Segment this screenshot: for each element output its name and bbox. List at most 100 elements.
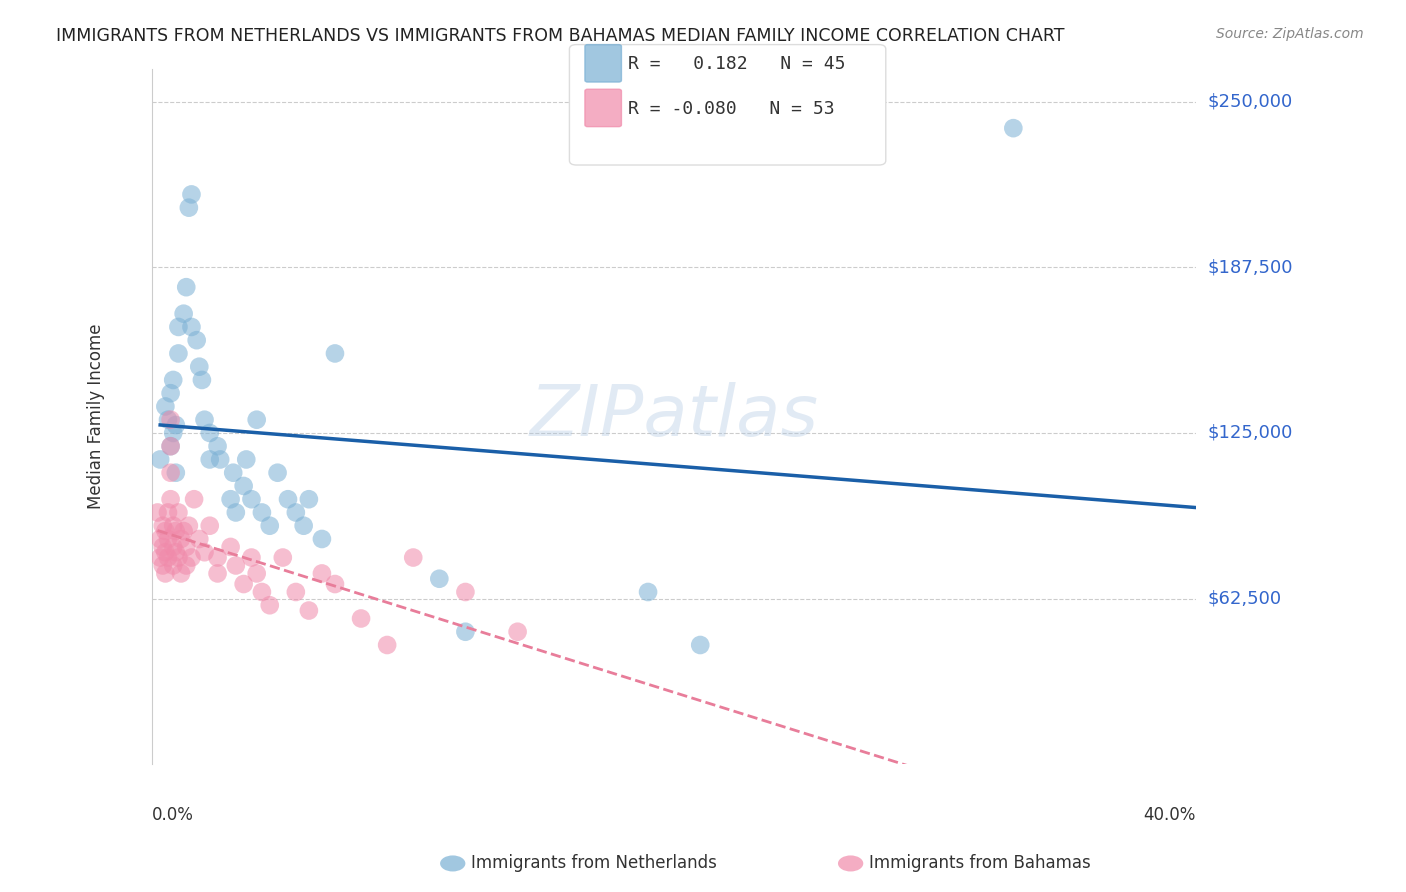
Text: $125,000: $125,000 — [1208, 424, 1292, 442]
Point — [375, 638, 398, 652]
Point — [259, 599, 281, 613]
Point — [149, 532, 172, 546]
Point — [159, 492, 181, 507]
Point — [266, 466, 288, 480]
Point — [191, 373, 214, 387]
Point — [209, 452, 232, 467]
Point — [246, 413, 269, 427]
Point — [156, 550, 179, 565]
Point — [246, 566, 269, 581]
Point — [162, 425, 184, 440]
Point — [155, 524, 177, 538]
Point — [689, 638, 711, 652]
Point — [222, 466, 245, 480]
Point — [637, 585, 659, 599]
Point — [219, 492, 242, 507]
Point — [323, 346, 346, 360]
Point — [225, 506, 247, 520]
Point — [198, 518, 221, 533]
Text: 40.0%: 40.0% — [1143, 806, 1197, 824]
Text: Immigrants from Bahamas: Immigrants from Bahamas — [869, 855, 1091, 872]
Point — [250, 585, 273, 599]
Point — [284, 506, 307, 520]
Point — [167, 506, 190, 520]
Point — [1002, 121, 1025, 136]
Point — [149, 550, 172, 565]
Point — [207, 566, 229, 581]
Point — [162, 373, 184, 387]
Text: R =   0.182   N = 45: R = 0.182 N = 45 — [628, 55, 846, 73]
Point — [298, 492, 321, 507]
Point — [165, 417, 187, 432]
Point — [232, 577, 254, 591]
Point — [198, 425, 221, 440]
Point — [170, 532, 193, 546]
Point — [311, 532, 333, 546]
Point — [155, 545, 177, 559]
Point — [186, 333, 208, 347]
Point — [173, 307, 195, 321]
Point — [165, 466, 187, 480]
Point — [183, 492, 205, 507]
Point — [188, 532, 211, 546]
Y-axis label: Median Family Income: Median Family Income — [87, 324, 105, 509]
Text: $187,500: $187,500 — [1208, 259, 1292, 277]
Point — [402, 550, 425, 565]
Point — [207, 550, 229, 565]
Point — [167, 550, 190, 565]
Point — [350, 611, 373, 625]
Point — [454, 585, 477, 599]
Point — [240, 550, 263, 565]
Point — [174, 280, 197, 294]
Point — [232, 479, 254, 493]
Point — [180, 187, 202, 202]
Text: R = -0.080   N = 53: R = -0.080 N = 53 — [628, 100, 835, 118]
Point — [159, 386, 181, 401]
Point — [155, 400, 177, 414]
Point — [225, 558, 247, 573]
Point — [162, 540, 184, 554]
Text: Source: ZipAtlas.com: Source: ZipAtlas.com — [1216, 27, 1364, 41]
Point — [156, 413, 179, 427]
Text: Immigrants from Netherlands: Immigrants from Netherlands — [471, 855, 717, 872]
Text: IMMIGRANTS FROM NETHERLANDS VS IMMIGRANTS FROM BAHAMAS MEDIAN FAMILY INCOME CORR: IMMIGRANTS FROM NETHERLANDS VS IMMIGRANT… — [56, 27, 1064, 45]
Point — [219, 540, 242, 554]
Point — [156, 532, 179, 546]
Point — [146, 506, 169, 520]
Text: ZIPatlas: ZIPatlas — [530, 382, 818, 450]
Point — [427, 572, 450, 586]
Point — [167, 320, 190, 334]
Point — [180, 550, 202, 565]
Point — [152, 540, 174, 554]
Text: $250,000: $250,000 — [1208, 93, 1292, 111]
Point — [152, 518, 174, 533]
Point — [277, 492, 299, 507]
Point — [174, 540, 197, 554]
Point — [156, 506, 179, 520]
Point — [159, 413, 181, 427]
Point — [193, 413, 215, 427]
Point — [173, 524, 195, 538]
Point — [506, 624, 529, 639]
Point — [165, 524, 187, 538]
Point — [292, 518, 315, 533]
Text: 0.0%: 0.0% — [152, 806, 194, 824]
Text: $62,500: $62,500 — [1208, 590, 1281, 607]
Point — [170, 566, 193, 581]
Point — [159, 439, 181, 453]
Point — [259, 518, 281, 533]
Point — [188, 359, 211, 374]
Point — [198, 452, 221, 467]
Point — [177, 201, 200, 215]
Point — [177, 518, 200, 533]
Point — [152, 558, 174, 573]
Point — [162, 518, 184, 533]
Point — [174, 558, 197, 573]
Point — [323, 577, 346, 591]
Point — [298, 603, 321, 617]
Point — [235, 452, 257, 467]
Point — [271, 550, 294, 565]
Point — [167, 346, 190, 360]
Point — [155, 566, 177, 581]
Point — [159, 439, 181, 453]
